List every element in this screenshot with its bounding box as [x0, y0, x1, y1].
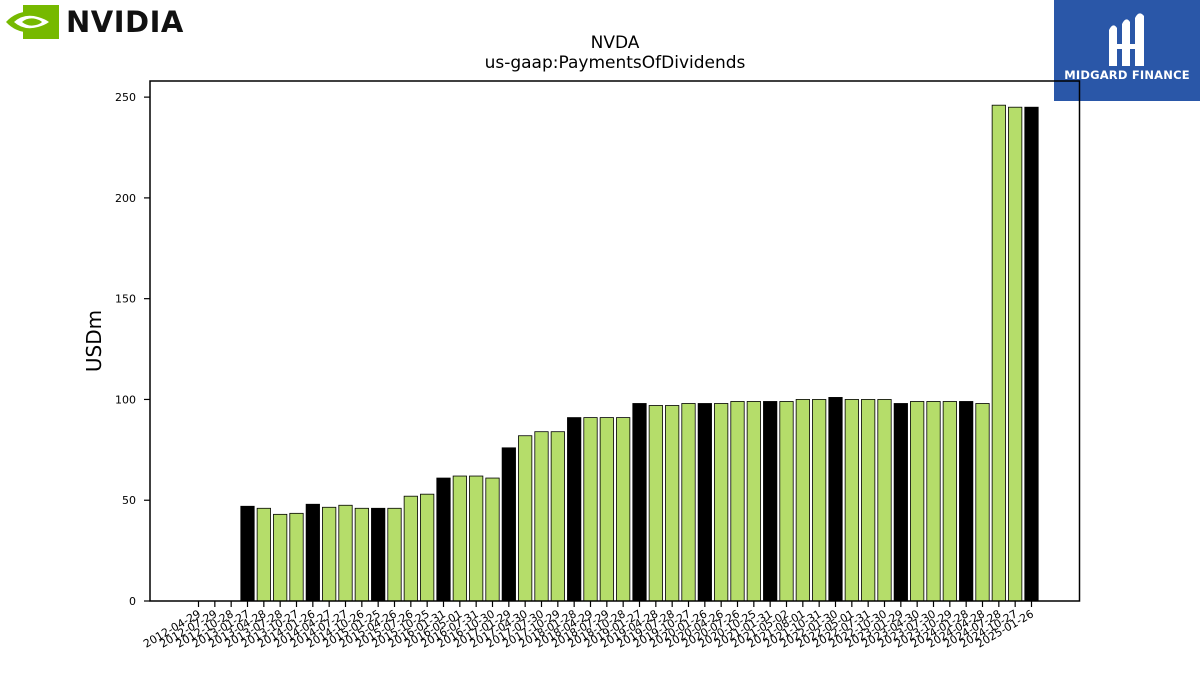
y-tick-label: 50: [122, 494, 136, 507]
bar: [322, 506, 337, 602]
company-logo: NVIDIA: [0, 0, 200, 44]
y-axis: 0 50 100 150 200 250: [115, 91, 150, 608]
bar: [256, 507, 271, 602]
bar: [714, 403, 729, 602]
bar: [730, 401, 745, 602]
bar: [665, 405, 680, 602]
y-tick-label: 0: [129, 595, 136, 608]
bar: [485, 477, 500, 602]
midgard-finance-logo-icon: [1109, 13, 1144, 66]
bar: [648, 405, 663, 602]
bar: [436, 477, 451, 602]
chart-subtitle: us-gaap:PaymentsOfDividends: [485, 53, 746, 73]
bar-series: [240, 104, 1039, 602]
bar: [550, 431, 565, 602]
bar: [420, 493, 435, 602]
bar: [518, 435, 533, 602]
y-tick-label: 150: [115, 293, 136, 306]
bar: [795, 399, 810, 602]
bar: [877, 399, 892, 602]
bar: [387, 507, 402, 602]
bar: [746, 401, 761, 602]
bar: [273, 513, 288, 602]
bar: [452, 475, 467, 602]
bar: [289, 512, 304, 602]
bar: [926, 401, 941, 602]
bar: [240, 505, 255, 602]
bar: [812, 399, 827, 602]
bar: [599, 417, 614, 602]
bar: [583, 417, 598, 602]
y-tick-label: 100: [115, 393, 136, 406]
bar: [991, 104, 1006, 602]
x-axis: 2012-04-292012-07-292012-10-282013-01-27…: [141, 601, 1036, 651]
bar: [371, 507, 386, 602]
bar: [403, 495, 418, 602]
bar: [861, 399, 876, 602]
bar: [942, 401, 957, 602]
bar: [1024, 106, 1039, 602]
y-tick-label: 200: [115, 192, 136, 205]
bar: [616, 417, 631, 602]
bar: [844, 399, 859, 602]
bar: [567, 417, 582, 602]
nvidia-eye-logo-icon: [6, 5, 59, 39]
bar: [501, 447, 516, 602]
bar: [959, 401, 974, 602]
bar: [763, 401, 778, 602]
bar: [697, 403, 712, 602]
bar: [469, 475, 484, 602]
bar: [534, 431, 549, 602]
bar: [975, 403, 990, 602]
company-name: NVIDIA: [66, 5, 184, 39]
bar: [1008, 106, 1023, 602]
bar: [632, 403, 647, 602]
chart-title: NVDA: [591, 33, 640, 53]
publisher-name: MIDGARD FINANCE: [1064, 68, 1190, 82]
bar: [305, 503, 320, 602]
plot-frame: [149, 80, 1081, 602]
bar: [893, 403, 908, 602]
bar: [910, 401, 925, 602]
bar: [828, 397, 843, 602]
y-axis-label: USDm: [82, 310, 106, 372]
bar: [681, 403, 696, 602]
publisher-badge: MIDGARD FINANCE: [1054, 0, 1200, 101]
y-tick-label: 250: [115, 91, 136, 104]
bar: [779, 401, 794, 602]
bar: [338, 504, 353, 602]
bar: [354, 507, 369, 602]
